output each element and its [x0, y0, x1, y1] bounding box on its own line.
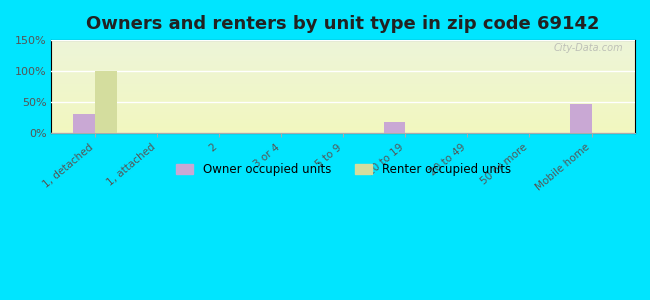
Legend: Owner occupied units, Renter occupied units: Owner occupied units, Renter occupied un…	[171, 158, 515, 181]
Title: Owners and renters by unit type in zip code 69142: Owners and renters by unit type in zip c…	[86, 15, 600, 33]
Text: City-Data.com: City-Data.com	[554, 43, 623, 53]
Bar	[570, 104, 592, 133]
Bar	[73, 114, 95, 133]
Bar	[384, 122, 406, 133]
Bar	[95, 71, 116, 133]
